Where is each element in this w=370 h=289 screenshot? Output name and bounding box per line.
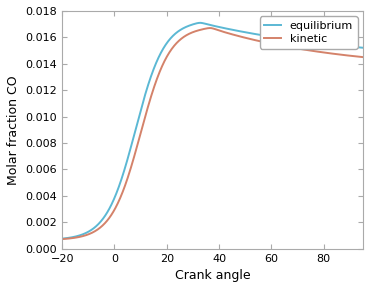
kinetic bbox=[267, 41, 271, 45]
kinetic bbox=[60, 237, 64, 241]
kinetic bbox=[192, 30, 197, 33]
Line: kinetic: kinetic bbox=[62, 28, 363, 239]
Line: equilibrium: equilibrium bbox=[62, 23, 363, 239]
kinetic bbox=[91, 231, 95, 234]
kinetic bbox=[361, 55, 365, 59]
equilibrium bbox=[182, 26, 186, 30]
kinetic bbox=[300, 48, 305, 51]
equilibrium bbox=[198, 21, 203, 25]
equilibrium bbox=[60, 237, 64, 240]
equilibrium bbox=[91, 227, 95, 231]
equilibrium bbox=[192, 22, 197, 25]
equilibrium bbox=[361, 46, 365, 49]
equilibrium bbox=[300, 39, 305, 43]
Legend: equilibrium, kinetic: equilibrium, kinetic bbox=[260, 16, 357, 49]
equilibrium bbox=[267, 35, 271, 38]
kinetic bbox=[208, 26, 212, 30]
kinetic bbox=[295, 47, 299, 50]
equilibrium bbox=[295, 39, 299, 42]
Y-axis label: Molar fraction CO: Molar fraction CO bbox=[7, 75, 20, 185]
kinetic bbox=[182, 35, 186, 39]
X-axis label: Crank angle: Crank angle bbox=[175, 269, 250, 282]
